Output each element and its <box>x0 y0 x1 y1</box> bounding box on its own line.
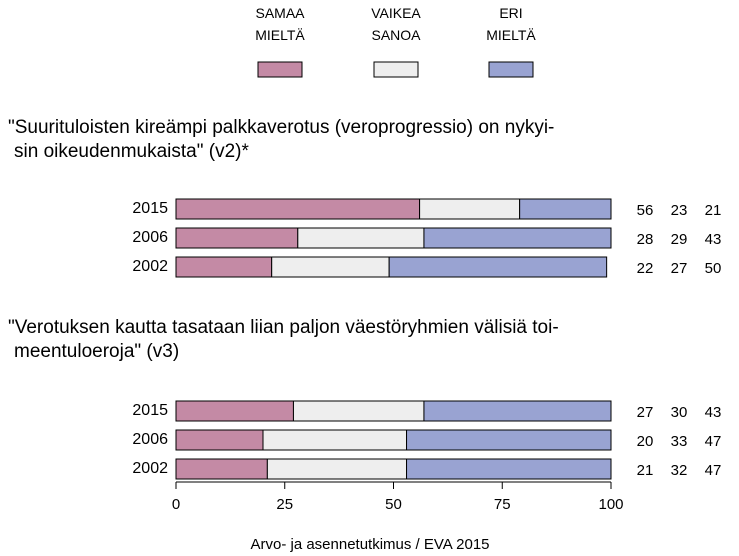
value-label: 43 <box>705 404 722 421</box>
value-label: 23 <box>671 202 688 219</box>
bar-segment <box>175 256 273 278</box>
category-label: 2006 <box>132 229 168 246</box>
bar-segment <box>297 227 425 249</box>
bar-segment <box>423 400 612 422</box>
value-label: 43 <box>705 231 722 248</box>
x-tick-label: 100 <box>598 496 623 513</box>
bar-segment <box>423 227 612 249</box>
panel-title: "Verotuksen kautta tasataan liian paljon… <box>8 317 559 338</box>
legend-swatch <box>488 61 534 78</box>
value-label: 21 <box>705 202 722 219</box>
panel-title: sin oikeudenmukaista" (v2)* <box>14 141 249 162</box>
bar-segment <box>175 458 268 480</box>
bar-segment <box>266 458 408 480</box>
bar-segment <box>406 458 612 480</box>
bar-segment <box>262 429 408 451</box>
value-label: 56 <box>637 202 654 219</box>
category-label: 2006 <box>132 431 168 448</box>
legend-label: VAIKEA SANOA <box>371 5 421 43</box>
category-label: 2015 <box>132 200 168 217</box>
bar-segment <box>519 198 612 220</box>
x-tick-label: 75 <box>494 496 511 513</box>
value-label: 27 <box>637 404 654 421</box>
value-label: 30 <box>671 404 688 421</box>
category-label: 2015 <box>132 402 168 419</box>
bar-segment <box>271 256 390 278</box>
legend-swatch <box>257 61 303 78</box>
panel-title: "Suurituloisten kireämpi palkkaverotus (… <box>8 117 554 138</box>
legend-swatch <box>373 61 419 78</box>
value-label: 32 <box>671 462 688 479</box>
value-label: 47 <box>705 462 722 479</box>
bar-segment <box>292 400 425 422</box>
x-tick-label: 50 <box>385 496 402 513</box>
value-label: 28 <box>637 231 654 248</box>
bar-segment <box>419 198 521 220</box>
value-label: 50 <box>705 260 722 277</box>
x-tick-label: 0 <box>172 496 180 513</box>
bar-segment <box>406 429 612 451</box>
value-label: 21 <box>637 462 654 479</box>
legend-label: ERI MIELTÄ <box>486 5 536 43</box>
value-label: 22 <box>637 260 654 277</box>
category-label: 2002 <box>132 258 168 275</box>
bar-segment <box>175 198 421 220</box>
value-label: 29 <box>671 231 688 248</box>
value-label: 27 <box>671 260 688 277</box>
bar-segment <box>175 400 294 422</box>
panel-title: meentuloeroja" (v3) <box>14 341 179 362</box>
bar-segment <box>175 227 299 249</box>
category-label: 2002 <box>132 460 168 477</box>
bar-segment <box>175 429 264 451</box>
legend-label: SAMAA MIELTÄ <box>255 5 305 43</box>
bar-segment <box>388 256 608 278</box>
x-tick-label: 25 <box>276 496 293 513</box>
value-label: 20 <box>637 433 654 450</box>
value-label: 33 <box>671 433 688 450</box>
source: Arvo- ja asennetutkimus / EVA 2015 <box>250 536 489 553</box>
value-label: 47 <box>705 433 722 450</box>
